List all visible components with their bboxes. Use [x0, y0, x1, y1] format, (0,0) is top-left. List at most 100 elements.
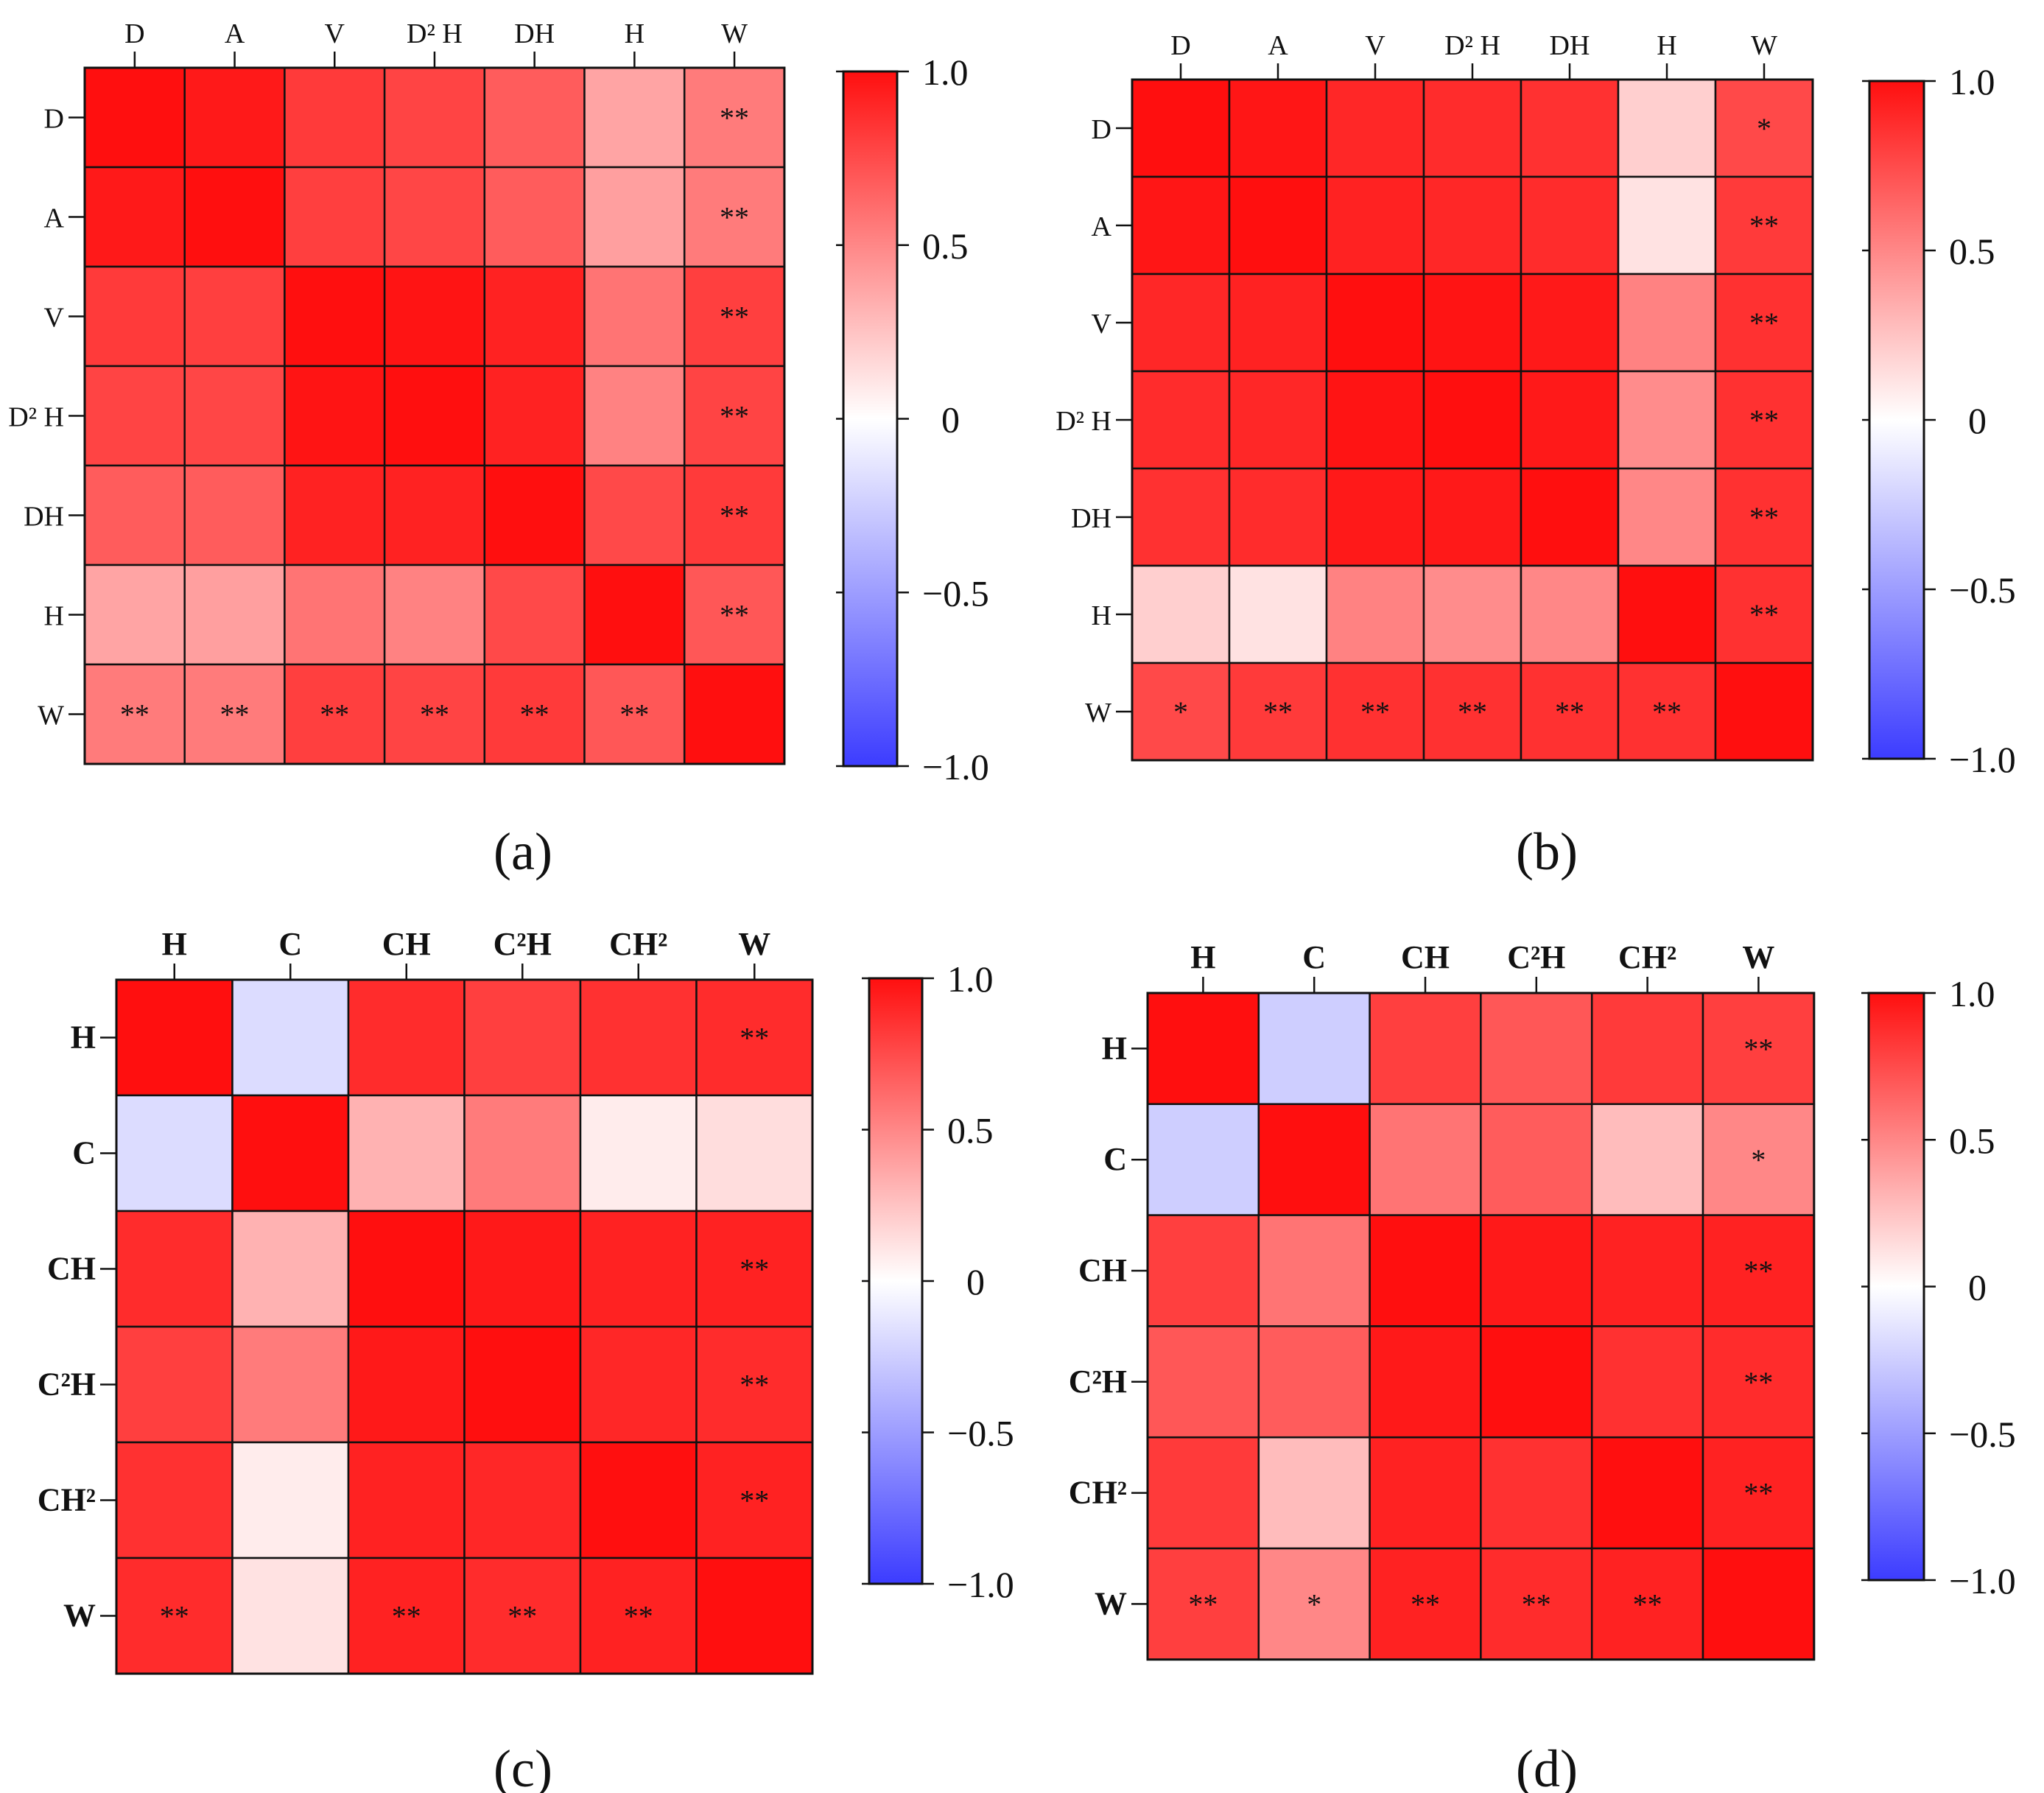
heatmap-cell — [583, 66, 686, 169]
heatmap-cell — [115, 1094, 233, 1213]
heatmap-cell — [1257, 1103, 1371, 1216]
heatmap-cell — [183, 265, 286, 368]
heatmap-cell — [579, 1441, 698, 1559]
heatmap-cell — [1590, 992, 1704, 1106]
colorbar-tick-label: −1.0 — [1949, 1560, 2016, 1601]
heatmap-cell — [579, 1094, 698, 1213]
row-label-v: V — [1092, 309, 1112, 340]
significance-marker: ** — [1263, 695, 1293, 729]
colorbar-tick-label: −0.5 — [947, 1413, 1014, 1454]
heatmap-cell — [1480, 992, 1593, 1106]
colorbar-tick-label: 0.5 — [947, 1110, 994, 1151]
heatmap-cell — [1617, 273, 1717, 373]
column-label-h: H — [1190, 939, 1215, 975]
heatmap-cell — [284, 166, 386, 268]
heatmap-cell — [231, 1210, 350, 1328]
heatmap-cell — [1520, 662, 1620, 762]
heatmap-panel-3: ** ** ** ** ** ** ** ** H C CH C²H CH² W H C CH C²H CH² W 1.… — [38, 926, 1014, 1793]
heatmap-cell — [1131, 370, 1231, 470]
heatmap-cell — [695, 1557, 814, 1675]
significance-marker: ** — [420, 698, 449, 731]
significance-marker: ** — [1360, 695, 1390, 729]
significance-marker: ** — [160, 1600, 189, 1633]
heatmap-cell — [1480, 1214, 1593, 1327]
heatmap-cell — [1131, 273, 1231, 373]
heatmap-cell — [231, 1557, 350, 1675]
significance-marker: ** — [720, 201, 749, 234]
heatmap-cell — [115, 1441, 233, 1559]
heatmap-cell — [463, 1325, 582, 1444]
column-label-c2h: C²H — [1507, 939, 1565, 975]
heatmap-cell — [1590, 1436, 1704, 1550]
heatmap-cell — [579, 978, 698, 1097]
significance-marker: ** — [1652, 695, 1682, 729]
heatmap-panel-4: *********** * ** ** **H C CH C²H CH² WHCCHC²HCH²W… — [1069, 939, 2016, 1793]
heatmap-cell — [183, 663, 286, 765]
row-label-w: W — [1095, 1585, 1127, 1621]
row-label-c2h: C²H — [1069, 1364, 1127, 1400]
heatmap-cell — [1228, 175, 1328, 276]
heatmap-cell — [115, 1210, 233, 1328]
heatmap-cell — [83, 365, 186, 467]
significance-marker: * — [1307, 1587, 1321, 1621]
heatmap-cell — [1422, 467, 1523, 567]
heatmap-cell — [1617, 78, 1717, 178]
heatmap-cell — [383, 265, 486, 368]
significance-marker: ** — [740, 1253, 769, 1286]
heatmap-cell — [583, 365, 686, 467]
significance-marker: ** — [392, 1600, 421, 1633]
heatmap-cell — [1480, 1436, 1593, 1550]
significance-marker: ** — [740, 1369, 769, 1402]
row-label-w: W — [63, 1598, 96, 1634]
column-label-c: C — [278, 926, 302, 962]
colorbar-tick-label: −1.0 — [1949, 739, 2016, 780]
colorbar — [1868, 80, 1925, 760]
row-label-a: A — [44, 203, 65, 234]
heatmap-cell — [683, 265, 786, 368]
heatmap-cell — [1369, 1214, 1482, 1327]
row-label-h: H — [1092, 600, 1111, 631]
heatmap-cell — [1520, 273, 1620, 373]
grid-border — [1146, 992, 1816, 1661]
heatmap-cell — [1228, 370, 1328, 470]
row-label-c2h: C²H — [38, 1366, 96, 1403]
significance-marker: * — [1757, 112, 1771, 145]
column-label-w: W — [1742, 939, 1774, 975]
heatmap-cell — [1480, 1325, 1593, 1439]
heatmap-cell — [683, 166, 786, 268]
panel-label: (c) — [494, 1739, 552, 1793]
significance-marker: ** — [1743, 1477, 1773, 1510]
heatmap-cell — [1228, 564, 1328, 664]
colorbar-tick-label: −0.5 — [1949, 569, 2016, 611]
heatmap-cell — [1228, 467, 1328, 567]
column-label-d2h: D² H — [407, 18, 463, 49]
heatmap-cell — [1325, 175, 1425, 276]
heatmap-cell — [579, 1210, 698, 1328]
heatmap-cell — [583, 663, 686, 765]
heatmap-cell — [1146, 1214, 1260, 1327]
colorbar-tick-label: 0.5 — [922, 225, 969, 267]
row-label-d: D — [1092, 114, 1111, 145]
panel-label: (b) — [1516, 822, 1578, 881]
heatmap-cell — [1617, 175, 1717, 276]
heatmap-cell — [1590, 1214, 1704, 1327]
heatmap-cell — [483, 564, 586, 666]
heatmap-cell — [683, 66, 786, 169]
row-label-ch2: CH² — [1069, 1475, 1127, 1511]
column-label-ch2: CH² — [609, 926, 667, 962]
heatmap-cell — [1325, 467, 1425, 567]
significance-marker: ** — [740, 1484, 769, 1517]
heatmap-cell — [1369, 1103, 1482, 1216]
colorbar-tick-label: 1.0 — [947, 958, 994, 1000]
heatmap-cell — [1325, 370, 1425, 470]
heatmap-cell — [83, 464, 186, 566]
column-label-h: H — [162, 926, 187, 962]
heatmap-cell — [1131, 78, 1231, 178]
heatmap-cell — [1422, 175, 1523, 276]
heatmap-cell — [483, 66, 586, 169]
colorbar — [1867, 992, 1925, 1582]
colorbar-tick-label: 0.5 — [1949, 231, 1995, 272]
column-label-a: A — [1268, 30, 1288, 61]
heatmap-cell — [1520, 78, 1620, 178]
heatmap-cell — [1228, 273, 1328, 373]
